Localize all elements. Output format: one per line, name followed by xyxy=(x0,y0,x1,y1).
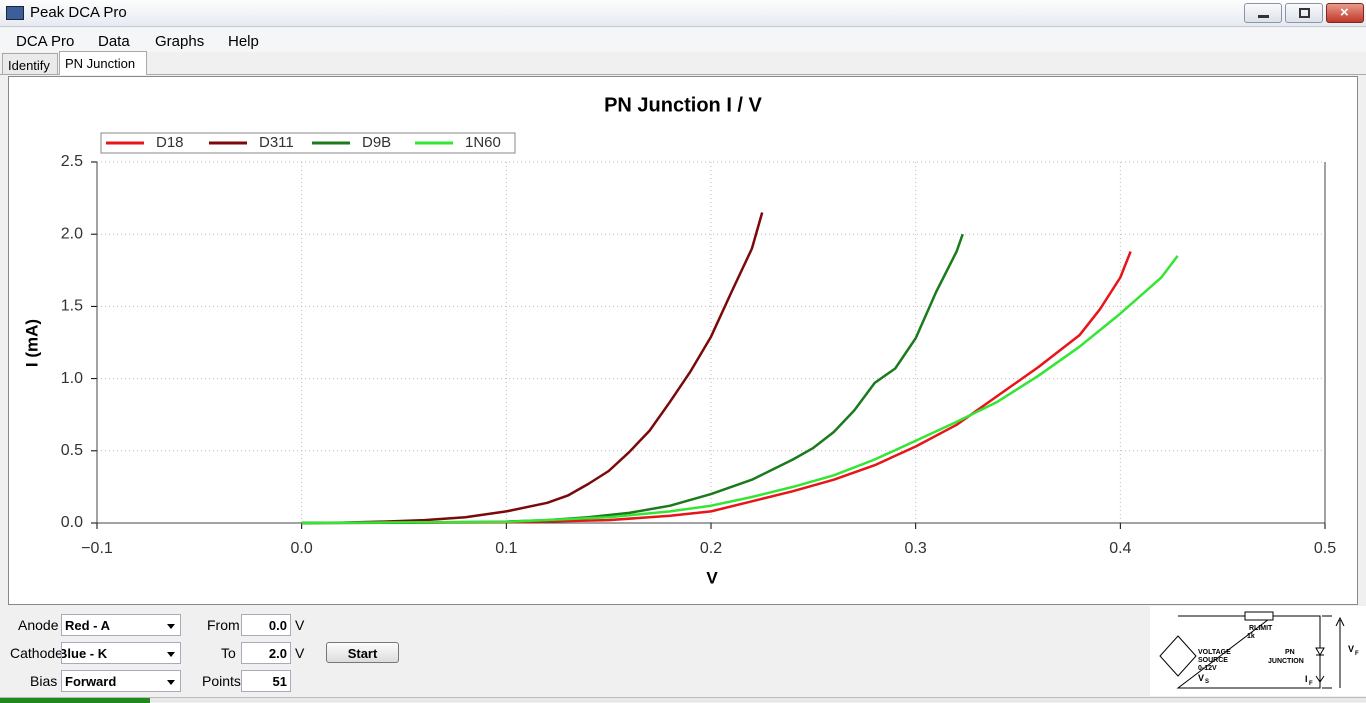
schematic: RLIMIT 1k VOLTAGE SOURCE 0-12V V S PN JU… xyxy=(1150,606,1366,696)
bias-select[interactable]: Forward xyxy=(61,670,181,692)
x-tick-label: 0.1 xyxy=(495,540,517,557)
chart-title: PN Junction I / V xyxy=(604,94,762,116)
diode-symbol xyxy=(1315,647,1325,657)
menu-item[interactable]: Data xyxy=(98,33,130,50)
app-icon xyxy=(6,6,24,20)
x-tick-label: 0.5 xyxy=(1314,540,1336,557)
restore-button[interactable] xyxy=(1285,3,1323,23)
schematic-label: F xyxy=(1309,681,1313,687)
y-tick-label: 2.5 xyxy=(61,153,83,170)
schematic-label: 1k xyxy=(1247,633,1255,640)
schematic-label: PN xyxy=(1285,649,1295,656)
data-line xyxy=(301,212,764,525)
cathode-label: Cathode xyxy=(10,645,63,661)
from-label: From xyxy=(207,617,240,633)
resistor xyxy=(1244,611,1274,621)
legend-box xyxy=(100,132,516,154)
y-tick-label: 1.5 xyxy=(61,298,83,315)
schematic-label: 0-12V xyxy=(1198,665,1217,672)
to-input[interactable]: 2.0 xyxy=(241,642,291,664)
schematic-label: RLIMIT xyxy=(1249,625,1273,632)
x-tick-label: 0.4 xyxy=(1109,540,1131,557)
x-tick-label: 0.3 xyxy=(905,540,927,557)
close-button[interactable]: × xyxy=(1326,3,1364,23)
schematic-label: V xyxy=(1198,673,1204,683)
progress-bar xyxy=(0,698,150,703)
data-line xyxy=(301,255,1179,525)
menu-item[interactable]: DCA Pro xyxy=(16,33,75,50)
legend-label: 1N60 xyxy=(465,134,501,151)
start-button[interactable]: Start xyxy=(326,642,399,663)
menu-item[interactable]: Graphs xyxy=(155,33,205,50)
schematic-label: JUNCTION xyxy=(1268,658,1304,665)
minimize-button[interactable] xyxy=(1244,3,1282,23)
points-label: Points xyxy=(202,673,241,689)
title-bar: Peak DCA Pro × xyxy=(0,0,1366,27)
y-axis-label: I (mA) xyxy=(22,319,41,367)
from-input[interactable]: 0.0 xyxy=(241,614,291,636)
to-label: To xyxy=(221,645,236,661)
y-tick-label: 0.0 xyxy=(61,514,83,531)
tab-active[interactable]: PN Junction xyxy=(59,51,147,75)
y-tick-label: 2.0 xyxy=(61,225,83,242)
current-arrow xyxy=(1315,675,1325,683)
chart: PN Junction I / V V I (mA) 0.0 0.5 1.0 1.5 2… xyxy=(8,76,1358,605)
x-axis-label: V xyxy=(706,568,718,587)
legend-label: D18 xyxy=(156,134,184,151)
menu-bar: DCA Pro Data Graphs Help xyxy=(0,28,1366,52)
to-unit: V xyxy=(295,645,305,661)
bias-label: Bias xyxy=(30,673,58,689)
cathode-select[interactable]: Blue - K xyxy=(61,642,181,664)
x-tick-label: 0.0 xyxy=(291,540,313,557)
y-tick-label: 1.0 xyxy=(61,370,83,387)
status-bar xyxy=(0,697,1366,703)
from-unit: V xyxy=(295,617,305,633)
menu-item[interactable]: Help xyxy=(228,33,259,50)
window-title: Peak DCA Pro xyxy=(30,4,127,21)
tab[interactable]: Identify xyxy=(2,53,58,75)
source-symbol xyxy=(1159,635,1197,677)
schematic-label: I xyxy=(1305,674,1308,684)
data-line xyxy=(301,251,1132,525)
schematic-label: SOURCE xyxy=(1198,657,1228,664)
points-input[interactable]: 51 xyxy=(241,670,291,692)
schematic-label: S xyxy=(1205,679,1209,685)
anode-select[interactable]: Red - A xyxy=(61,614,181,636)
y-tick-label: 0.5 xyxy=(61,442,83,459)
legend-label: D311 xyxy=(259,134,294,151)
schematic-wire xyxy=(1176,615,1332,689)
chart-background xyxy=(8,76,1358,605)
schematic-label: V xyxy=(1348,644,1354,654)
x-tick-label: −0.1 xyxy=(81,540,113,557)
legend-label: D9B xyxy=(362,134,391,151)
x-tick-label: 0.2 xyxy=(700,540,722,557)
schematic-label: F xyxy=(1355,651,1359,657)
schematic-label: VOLTAGE xyxy=(1198,649,1231,656)
voltage-arrow xyxy=(1335,616,1345,688)
plot-frame xyxy=(96,162,1326,524)
anode-label: Anode xyxy=(18,617,59,633)
